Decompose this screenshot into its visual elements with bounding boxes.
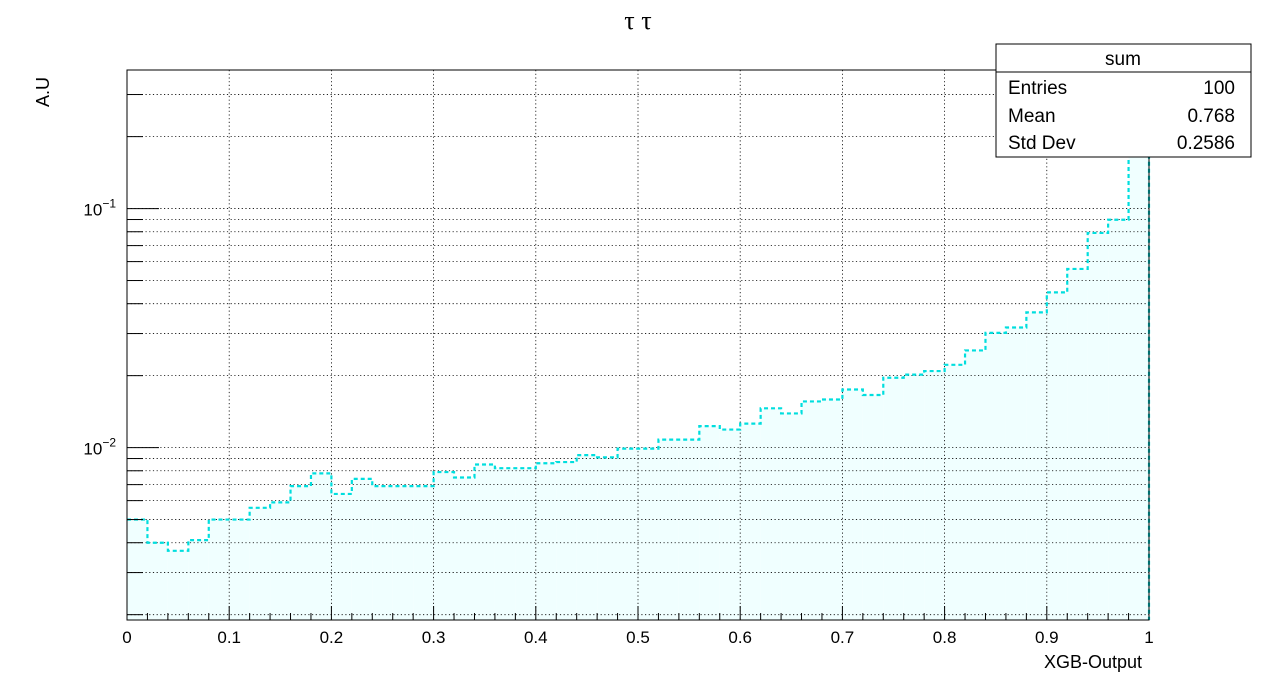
histogram-bin-1 xyxy=(147,542,168,620)
histogram-bin-16 xyxy=(454,477,475,620)
stats-box: sum Entries 100 Mean 0.768 Std Dev 0.258… xyxy=(995,43,1252,158)
histogram-bin-3 xyxy=(188,540,209,620)
x-tick-label: 1 xyxy=(1144,628,1153,647)
histogram-bin-22 xyxy=(576,455,598,620)
histogram-bin-14 xyxy=(413,486,434,620)
histogram-bin-26 xyxy=(658,439,679,620)
histogram-bin-30 xyxy=(740,423,761,620)
stats-stddev-label: Std Dev xyxy=(1008,133,1076,154)
y-tick-label: 10−1 xyxy=(83,197,116,220)
histogram-bin-28 xyxy=(699,426,720,620)
stats-mean-label: Mean xyxy=(1008,106,1056,127)
x-tick-label: 0.4 xyxy=(524,628,548,647)
stats-mean-value: 0.768 xyxy=(1187,106,1235,127)
histogram-fill xyxy=(127,154,1149,621)
histogram-bin-32 xyxy=(781,413,802,620)
histogram-bin-27 xyxy=(678,439,700,620)
histogram-bin-31 xyxy=(760,408,782,620)
x-tick-label: 0.5 xyxy=(626,628,650,647)
histogram-bin-24 xyxy=(617,448,638,620)
x-tick-label: 0.8 xyxy=(933,628,957,647)
histogram-bin-23 xyxy=(597,457,618,620)
histogram-bin-37 xyxy=(883,377,904,620)
histogram-bin-40 xyxy=(944,364,966,620)
x-tick-label: 0.1 xyxy=(217,628,241,647)
x-tick-label: 0.6 xyxy=(728,628,752,647)
x-tick-label: 0.9 xyxy=(1035,628,1059,647)
histogram-bin-6 xyxy=(249,507,271,620)
histogram-bin-47 xyxy=(1087,232,1109,620)
histogram-bin-13 xyxy=(392,486,414,620)
x-tick-label: 0.2 xyxy=(320,628,344,647)
histogram-bin-36 xyxy=(862,394,884,620)
grid-lines xyxy=(127,70,1149,620)
histogram-bin-19 xyxy=(515,468,536,620)
histogram-bin-4 xyxy=(208,519,230,620)
histogram-bin-46 xyxy=(1067,268,1088,620)
x-axis-title: XGB-Output xyxy=(1044,652,1142,672)
histogram-bin-34 xyxy=(821,399,843,620)
x-tick-label: 0 xyxy=(122,628,131,647)
histogram-bin-8 xyxy=(290,486,311,620)
histogram-bin-45 xyxy=(1046,292,1068,620)
x-tick-label: 0.7 xyxy=(831,628,855,647)
y-tick-label: 10−2 xyxy=(83,436,116,459)
x-tick-labels: 0 0.1 0.2 0.3 0.4 0.5 0.6 0.7 0.8 0.9 1 xyxy=(122,628,1153,647)
histogram-bin-20 xyxy=(535,463,557,620)
histogram-bin-10 xyxy=(331,493,352,620)
axis-ticks xyxy=(126,94,1150,620)
histogram-bin-44 xyxy=(1026,312,1047,620)
histogram-bin-15 xyxy=(433,472,455,620)
histogram-bin-38 xyxy=(903,374,925,620)
stats-entries-value: 100 xyxy=(1203,78,1235,99)
histogram-bin-11 xyxy=(351,478,373,620)
y-axis-title: A.U xyxy=(33,77,53,107)
histogram-bin-41 xyxy=(965,350,986,620)
histogram-bin-9 xyxy=(310,473,332,620)
histogram-bin-49 xyxy=(1128,154,1149,620)
chart-title: τ τ xyxy=(624,6,651,35)
stats-entries-label: Entries xyxy=(1008,78,1067,99)
histogram-line xyxy=(127,153,1149,552)
histogram-bin-48 xyxy=(1108,219,1129,621)
histogram-bin-42 xyxy=(985,332,1006,620)
stats-title: sum xyxy=(1105,49,1141,70)
histogram-bin-43 xyxy=(1005,327,1027,620)
histogram-bin-7 xyxy=(270,502,291,620)
histogram-bin-18 xyxy=(494,468,516,620)
histogram-bin-29 xyxy=(719,429,741,620)
y-tick-labels: 10−2 10−1 xyxy=(83,197,116,459)
histogram-bin-17 xyxy=(474,464,495,620)
histogram-bin-2 xyxy=(167,550,189,620)
histogram-bin-12 xyxy=(372,486,393,620)
histogram-bin-35 xyxy=(842,389,863,620)
histogram-bin-5 xyxy=(229,519,250,620)
histogram-bin-0 xyxy=(127,519,148,620)
histogram-bin-21 xyxy=(556,462,577,620)
histogram-bin-33 xyxy=(801,401,822,620)
stats-stddev-value: 0.2586 xyxy=(1177,133,1235,154)
x-tick-label: 0.3 xyxy=(422,628,446,647)
histogram-bin-25 xyxy=(638,448,659,620)
histogram-bin-39 xyxy=(924,371,945,620)
